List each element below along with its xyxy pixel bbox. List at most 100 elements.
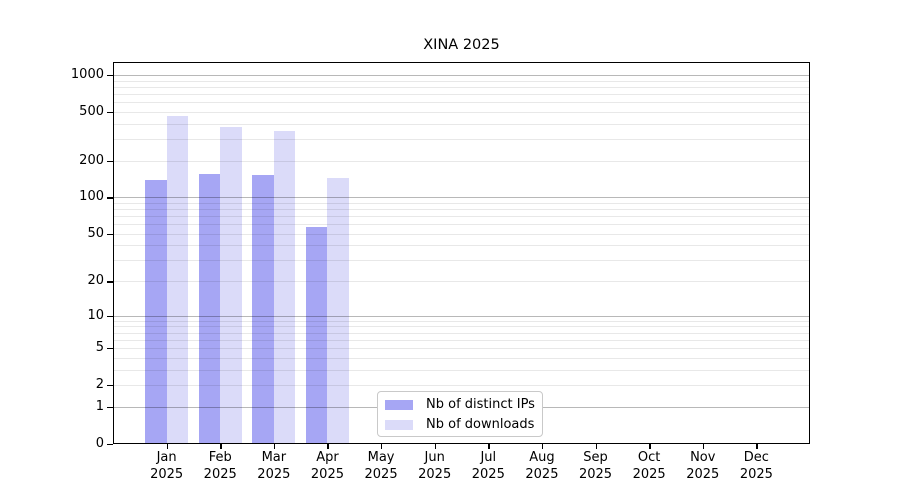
minor-gridline: [113, 260, 810, 262]
x-tick-label: Nov 2025: [671, 450, 735, 483]
month-label: Apr: [316, 450, 339, 465]
bar-downloads: [166, 116, 189, 444]
bar-downloads: [273, 130, 296, 444]
x-tick-mark: [541, 444, 544, 449]
y-tick-mark: [107, 443, 113, 445]
bar-distinct-ips: [198, 174, 221, 444]
minor-gridline: [113, 332, 810, 334]
bar-distinct-ips: [305, 226, 328, 444]
y-tick-mark: [107, 315, 113, 317]
minor-gridline: [113, 94, 810, 96]
y-tick-label: 100: [79, 189, 104, 205]
x-tick-label: Mar 2025: [242, 450, 306, 483]
minor-gridline: [113, 123, 810, 125]
year-label: 2025: [257, 466, 291, 482]
legend-label-downloads: Nb of downloads: [426, 417, 535, 432]
minor-gridline: [113, 347, 810, 349]
year-label: 2025: [739, 466, 773, 482]
x-tick-mark: [381, 444, 383, 449]
x-tick-label: Dec 2025: [724, 450, 788, 483]
x-tick-mark: [327, 444, 329, 449]
minor-gridline: [113, 160, 810, 162]
minor-gridline: [113, 209, 810, 211]
year-label: 2025: [310, 466, 344, 482]
bar-downloads: [327, 177, 349, 444]
minor-gridline: [113, 233, 810, 235]
minor-gridline: [113, 139, 810, 141]
year-label: 2025: [418, 466, 452, 482]
year-label: 2025: [525, 466, 559, 482]
y-tick-label: 1: [95, 398, 104, 414]
x-tick-label: Feb 2025: [188, 450, 252, 483]
x-tick-mark: [702, 444, 705, 449]
month-label: Feb: [208, 450, 232, 465]
y-tick-mark: [107, 347, 113, 350]
minor-gridline: [113, 357, 810, 359]
y-tick-mark: [107, 384, 113, 387]
year-label: 2025: [686, 466, 720, 482]
y-tick-mark: [107, 111, 113, 114]
y-tick-mark: [107, 406, 113, 408]
month-label: Aug: [529, 450, 555, 465]
x-tick-mark: [434, 444, 437, 449]
x-tick-mark: [166, 444, 168, 449]
x-tick-mark: [488, 444, 490, 449]
x-tick-label: Aug 2025: [510, 450, 574, 483]
y-tick-mark: [107, 197, 113, 199]
month-label: Sep: [583, 450, 608, 465]
minor-gridline: [113, 326, 810, 328]
minor-gridline: [113, 320, 810, 322]
y-tick-mark: [107, 75, 113, 77]
x-tick-mark: [756, 444, 758, 449]
month-label: Jun: [424, 450, 445, 465]
y-tick-label: 10: [87, 307, 104, 323]
year-label: 2025: [578, 466, 613, 482]
x-tick-label: Jun 2025: [403, 450, 467, 483]
minor-gridline: [113, 111, 810, 113]
major-gridline: [113, 75, 810, 77]
x-tick-label: Sep 2025: [564, 450, 628, 483]
month-label: Jan: [156, 450, 177, 465]
legend-swatch-distinct-ips: [385, 399, 413, 411]
minor-gridline: [113, 202, 810, 204]
minor-gridline: [113, 245, 810, 247]
minor-gridline: [113, 216, 810, 218]
year-label: 2025: [364, 466, 398, 482]
month-label: Jul: [480, 450, 497, 465]
x-tick-mark: [220, 444, 222, 449]
x-tick-label: Jan 2025: [135, 450, 199, 483]
major-gridline: [113, 315, 810, 317]
y-tick-label: 5: [95, 339, 104, 355]
bar-downloads: [220, 126, 242, 444]
legend-swatch-downloads: [385, 419, 413, 431]
y-tick-label: 2: [95, 376, 104, 392]
legend-item-downloads: Nb of downloads: [385, 415, 542, 435]
minor-gridline: [113, 281, 810, 283]
x-tick-mark: [595, 444, 597, 449]
minor-gridline: [113, 102, 810, 104]
minor-gridline: [113, 86, 810, 88]
y-tick-label: 1000: [70, 67, 104, 83]
chart-title: XINA 2025: [423, 37, 500, 53]
legend-label-distinct-ips: Nb of distinct IPs: [426, 397, 535, 412]
minor-gridline: [113, 369, 810, 371]
y-tick-label: 0: [95, 435, 104, 451]
x-tick-label: Oct 2025: [617, 450, 681, 483]
legend-item-distinct-ips: Nb of distinct IPs: [385, 395, 542, 415]
y-tick-mark: [107, 160, 113, 163]
x-tick-mark: [273, 444, 276, 449]
y-tick-label: 500: [79, 103, 104, 119]
y-tick-mark: [107, 281, 113, 283]
legend: Nb of distinct IPs Nb of downloads: [377, 391, 543, 437]
month-label: Dec: [743, 450, 769, 465]
y-tick-mark: [107, 233, 113, 236]
y-tick-label: 50: [87, 225, 104, 241]
minor-gridline: [113, 80, 810, 82]
year-label: 2025: [471, 466, 505, 482]
bar-distinct-ips: [145, 179, 167, 444]
major-gridline: [113, 197, 810, 199]
year-label: 2025: [632, 466, 666, 482]
month-label: Mar: [261, 450, 287, 465]
month-label: Oct: [637, 450, 661, 465]
